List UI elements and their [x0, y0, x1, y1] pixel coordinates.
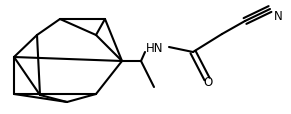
Text: O: O	[203, 75, 213, 88]
Text: N: N	[274, 9, 282, 22]
Text: HN: HN	[146, 41, 164, 54]
